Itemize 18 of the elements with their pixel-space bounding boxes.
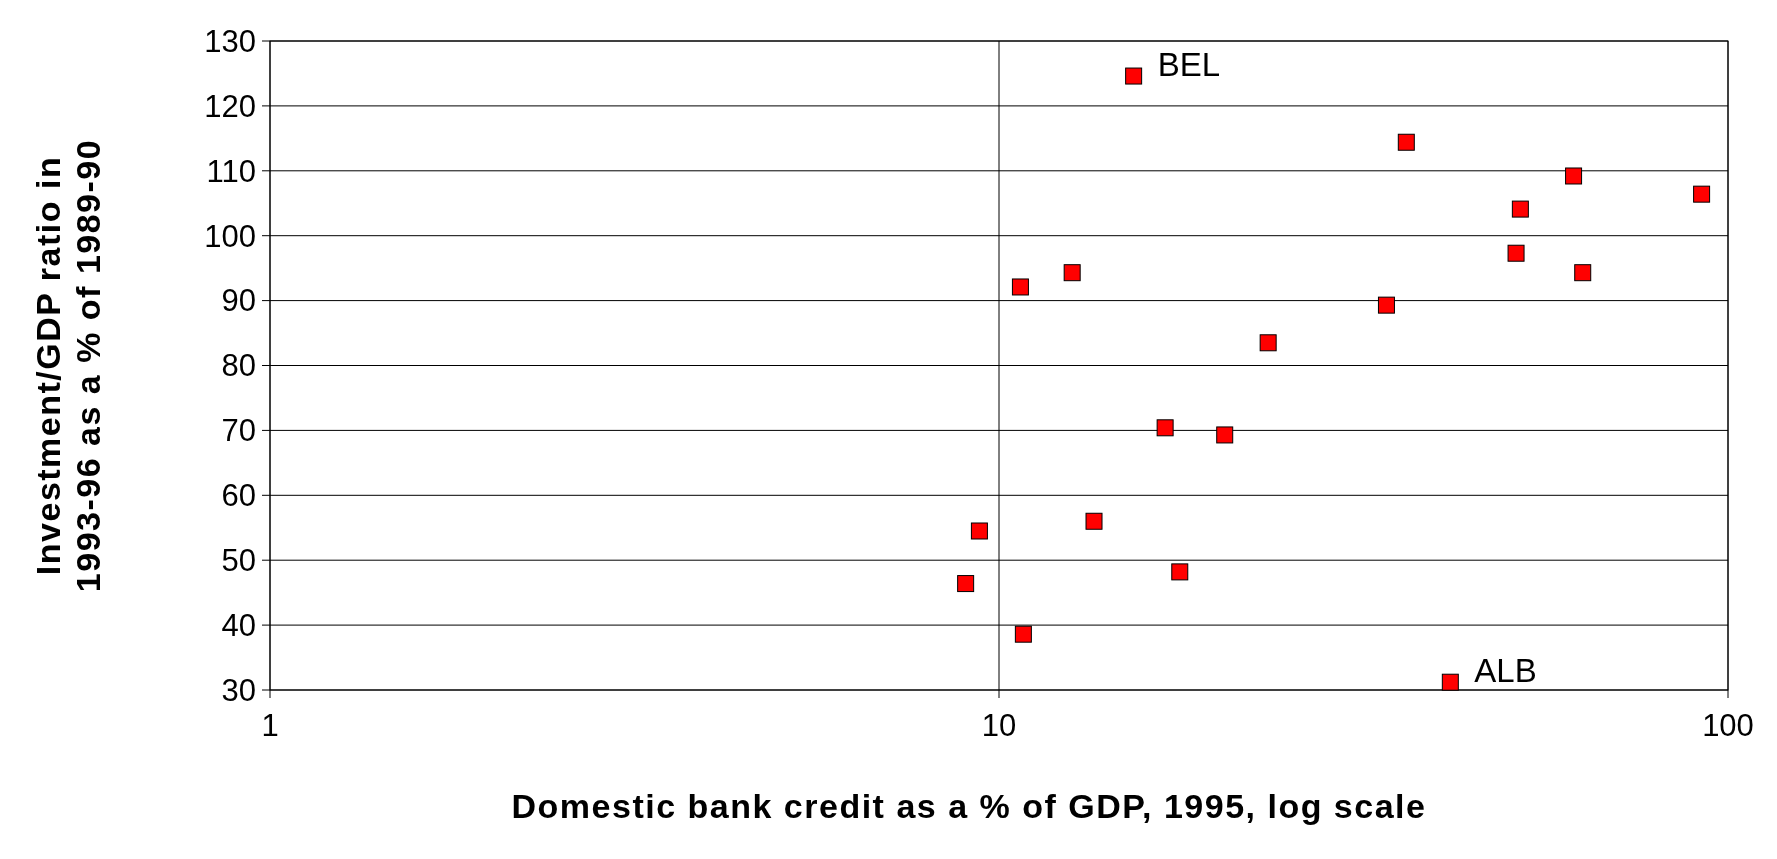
y-tick-label: 30 (221, 672, 256, 708)
y-tick-label: 40 (221, 607, 256, 643)
x-tick-label: 1 (261, 708, 279, 743)
y-tick-label: 90 (221, 283, 256, 319)
y-tick-label: 110 (206, 153, 256, 189)
y-tick-label: 60 (221, 478, 256, 514)
x-axis-title: Domestic bank credit as a % of GDP, 1995, log scale (511, 787, 1427, 825)
y-tick-label: 130 (204, 23, 256, 59)
annotation: ALB (1474, 651, 1537, 689)
y-tick-label: 120 (204, 88, 256, 124)
annotation: BEL (1157, 45, 1221, 83)
y-tick-label: 100 (204, 218, 256, 254)
y-tick-label: 70 (221, 413, 256, 449)
y-tick-label: 80 (221, 348, 256, 384)
y-axis-title: Investment/GDP ratio in 1993-96 as a % of 1989-90 (29, 138, 107, 593)
x-tick-label: 100 (1702, 708, 1754, 743)
y-tick-label: 50 (221, 543, 256, 579)
x-tick-label: 10 (981, 708, 1017, 743)
